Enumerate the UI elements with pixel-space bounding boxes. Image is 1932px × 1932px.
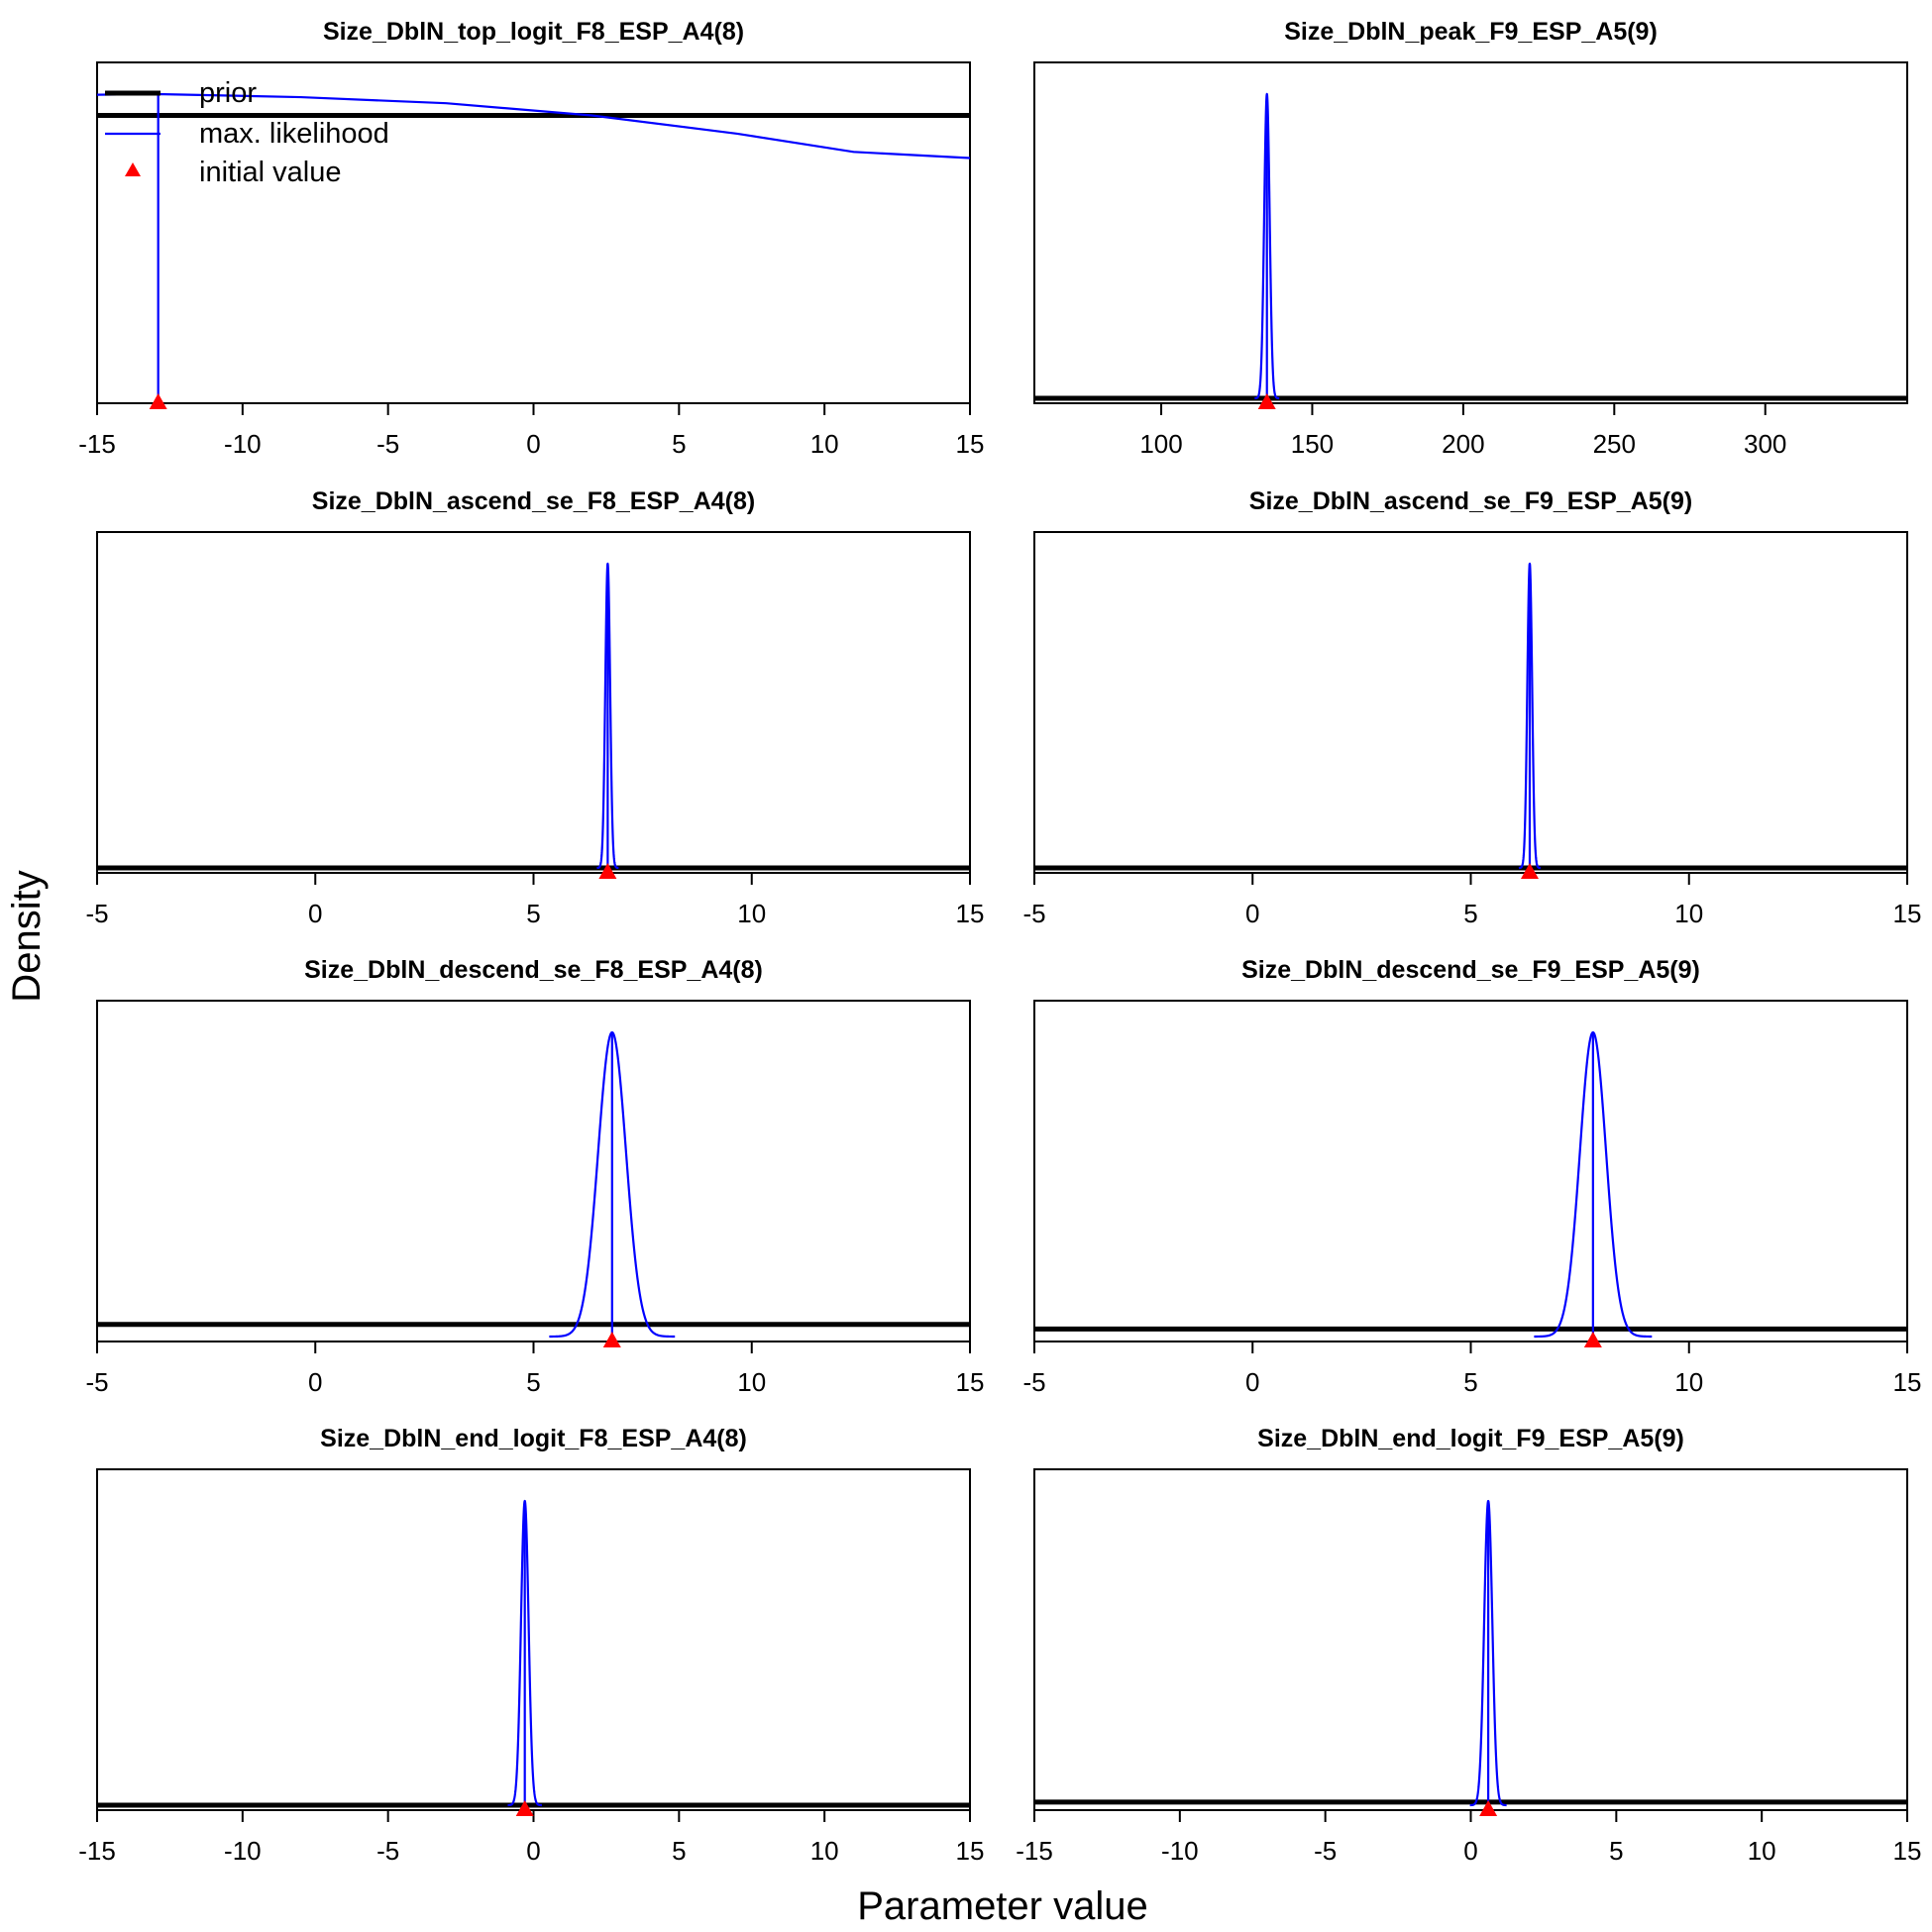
panel-title: Size_DblN_descend_se_F9_ESP_A5(9)	[1241, 956, 1700, 984]
x-tick-label: -5	[85, 1367, 108, 1397]
x-tick-label: -15	[78, 429, 116, 459]
x-tick-label: -5	[1314, 1836, 1337, 1866]
x-tick-label: 0	[1245, 1367, 1259, 1397]
panel-title: Size_DblN_end_logit_F8_ESP_A4(8)	[320, 1425, 747, 1452]
plot-frame	[96, 1468, 971, 1811]
plot-frame	[1033, 61, 1908, 404]
plot-area	[1034, 1030, 1907, 1342]
x-tick-label: 5	[526, 899, 540, 928]
x-tick-label: 0	[526, 429, 540, 459]
plot-area	[1034, 1499, 1907, 1810]
panel-title: Size_DblN_ascend_se_F8_ESP_A4(8)	[312, 487, 755, 515]
x-tick-label: 5	[1463, 899, 1477, 928]
plot-area	[97, 562, 970, 873]
x-tick-label: 5	[526, 1367, 540, 1397]
legend-label: max. likelihood	[199, 118, 389, 150]
panel-4: Size_DblN_ascend_se_F9_ESP_A5(9) -5 0 5 10 15	[1022, 487, 1921, 928]
panel-8: Size_DblN_end_logit_F9_ESP_A5(9) -15 -10 -5…	[1016, 1425, 1921, 1866]
x-tick-label: 250	[1593, 429, 1636, 459]
initial-value-marker	[515, 1800, 534, 1816]
x-tick-label: 10	[737, 1367, 766, 1397]
x-tick-label: -15	[78, 1836, 116, 1866]
x-tick-label: 15	[1893, 1836, 1922, 1866]
plot-area	[97, 92, 970, 403]
x-tick-label: 100	[1139, 429, 1182, 459]
x-tick-label: 0	[1245, 899, 1259, 928]
panel-5: Size_DblN_descend_se_F8_ESP_A4(8) -5 0 5 10 1…	[85, 956, 984, 1397]
x-tick-label: 15	[956, 1836, 985, 1866]
legend-initial-swatch	[125, 162, 141, 176]
plot-area	[97, 1499, 970, 1810]
x-tick-label: 5	[1463, 1367, 1477, 1397]
panel-1: Size_DblN_top_logit_F8_ESP_A4(8) -15 -10 -5…	[78, 18, 984, 459]
panel-group: Size_DblN_top_logit_F8_ESP_A4(8) -15 -10 -5…	[78, 18, 1921, 1866]
plot-frame	[1033, 1000, 1908, 1342]
y-axis-title: Density	[5, 870, 49, 1002]
x-tick-label: 10	[1674, 1367, 1703, 1397]
initial-value-marker	[602, 1332, 621, 1347]
x-tick-label: -5	[376, 429, 399, 459]
plot-area	[97, 1030, 970, 1342]
plot-frame	[1033, 531, 1908, 874]
panel-7: Size_DblN_end_logit_F8_ESP_A4(8) -15 -10 -5…	[78, 1425, 984, 1866]
initial-value-marker	[1520, 863, 1539, 879]
initial-value-marker	[598, 863, 617, 879]
x-tick-label: 0	[1463, 1836, 1477, 1866]
x-tick-label: 0	[308, 899, 322, 928]
legend-label: prior	[199, 77, 257, 109]
x-tick-label: 15	[1893, 899, 1922, 928]
initial-value-marker	[149, 393, 167, 409]
x-tick-label: 300	[1744, 429, 1786, 459]
x-tick-label: 0	[526, 1836, 540, 1866]
x-tick-label: 15	[1893, 1367, 1922, 1397]
x-tick-label: 200	[1442, 429, 1484, 459]
panel-title: Size_DblN_end_logit_F9_ESP_A5(9)	[1257, 1425, 1684, 1452]
x-tick-label: -5	[376, 1836, 399, 1866]
initial-value-marker	[1479, 1800, 1498, 1816]
plot-area	[1034, 92, 1907, 403]
x-tick-label: 10	[737, 899, 766, 928]
x-tick-label: -5	[1022, 899, 1045, 928]
panel-title: Size_DblN_ascend_se_F9_ESP_A5(9)	[1249, 487, 1692, 515]
x-tick-label: 10	[1748, 1836, 1776, 1866]
x-tick-label: 0	[308, 1367, 322, 1397]
x-tick-label: 5	[1609, 1836, 1623, 1866]
x-tick-label: 15	[956, 899, 985, 928]
x-tick-label: -15	[1016, 1836, 1053, 1866]
plot-frame	[96, 531, 971, 874]
x-tick-label: -5	[1022, 1367, 1045, 1397]
x-tick-label: 5	[672, 429, 686, 459]
x-tick-label: 15	[956, 1367, 985, 1397]
panel-title: Size_DblN_top_logit_F8_ESP_A4(8)	[323, 18, 744, 46]
x-tick-label: -10	[224, 1836, 262, 1866]
x-axis-title: Parameter value	[857, 1884, 1147, 1928]
x-tick-label: 10	[810, 429, 839, 459]
x-tick-label: 150	[1291, 429, 1334, 459]
panel-2: Size_DblN_peak_F9_ESP_A5(9) 100 150 200 250 3…	[1033, 18, 1908, 459]
initial-value-marker	[1257, 393, 1276, 409]
x-tick-label: -5	[85, 899, 108, 928]
legend-label: initial value	[199, 157, 341, 188]
initial-value-marker	[1583, 1332, 1602, 1347]
mle-curve	[97, 92, 970, 160]
panel-title: Size_DblN_peak_F9_ESP_A5(9)	[1284, 18, 1658, 46]
x-tick-label: 15	[956, 429, 985, 459]
panel-title: Size_DblN_descend_se_F8_ESP_A4(8)	[304, 956, 763, 984]
x-tick-label: -10	[224, 429, 262, 459]
x-tick-label: 10	[810, 1836, 839, 1866]
plot-area	[1034, 562, 1907, 873]
plot-frame	[1033, 1468, 1908, 1811]
panel-3: Size_DblN_ascend_se_F8_ESP_A4(8) -5 0 5 10 15	[85, 487, 984, 928]
x-tick-label: 5	[672, 1836, 686, 1866]
panel-6: Size_DblN_descend_se_F9_ESP_A5(9) -5 0 5 10 1…	[1022, 956, 1921, 1397]
x-tick-label: 10	[1674, 899, 1703, 928]
plot-frame	[96, 1000, 971, 1342]
legend: prior max. likelihood initial value	[105, 77, 389, 188]
x-tick-label: -10	[1161, 1836, 1199, 1866]
